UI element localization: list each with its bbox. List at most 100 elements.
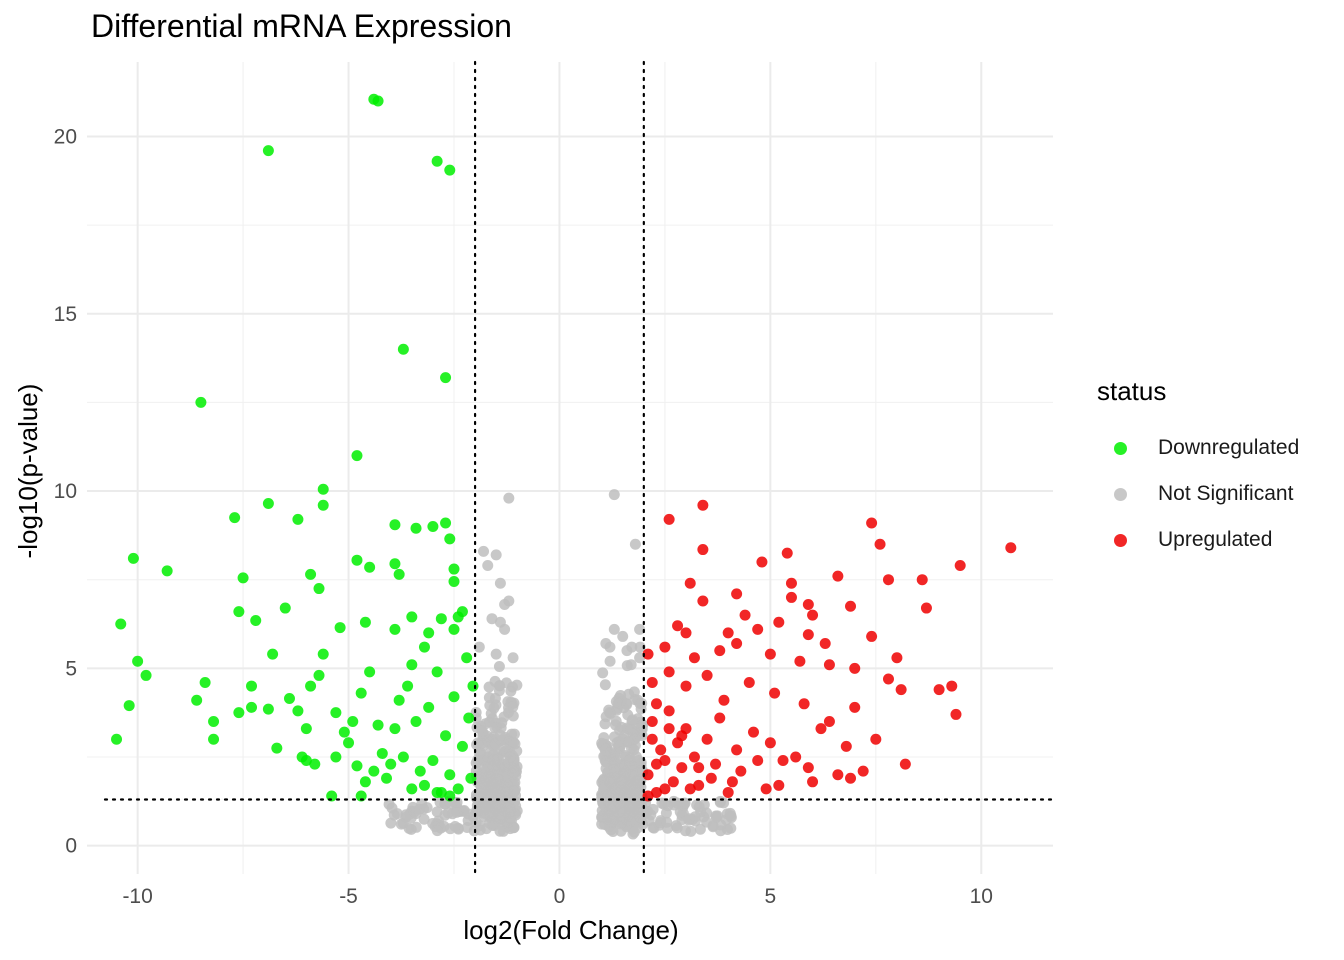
data-point-downregulated — [423, 701, 435, 713]
data-point-upregulated — [764, 648, 776, 660]
data-point-not-significant — [442, 807, 454, 819]
data-point-upregulated — [857, 765, 869, 777]
data-point-not-significant — [476, 780, 488, 792]
data-point-not-significant — [604, 707, 616, 719]
data-point-upregulated — [672, 620, 684, 632]
data-point-not-significant — [632, 803, 644, 815]
data-point-downregulated — [309, 758, 321, 770]
data-point-upregulated — [764, 737, 776, 749]
data-point-upregulated — [667, 776, 679, 788]
data-point-upregulated — [802, 762, 814, 774]
data-point-downregulated — [351, 450, 363, 462]
data-point-upregulated — [718, 694, 730, 706]
data-point-not-significant — [473, 747, 485, 759]
data-point-upregulated — [1005, 542, 1017, 554]
x-axis-title: log2(Fold Change) — [463, 915, 678, 945]
data-point-not-significant — [710, 810, 722, 822]
x-tick-label: -5 — [339, 885, 358, 908]
data-point-downregulated — [347, 716, 359, 728]
data-point-downregulated — [317, 483, 329, 495]
data-point-not-significant — [683, 813, 695, 825]
data-point-downregulated — [456, 606, 468, 618]
data-point-not-significant — [451, 806, 463, 818]
data-point-upregulated — [769, 687, 781, 699]
data-point-downregulated — [195, 396, 207, 408]
data-point-not-significant — [511, 679, 523, 691]
y-tick-label: 15 — [54, 303, 77, 326]
legend: status Downregulated Not Significant Upr… — [1097, 376, 1299, 563]
data-point-downregulated — [402, 680, 414, 692]
data-point-not-significant — [410, 821, 422, 833]
data-point-not-significant — [598, 784, 610, 796]
data-point-not-significant — [604, 655, 616, 667]
data-point-not-significant — [493, 753, 505, 765]
data-point-downregulated — [237, 572, 249, 584]
data-point-downregulated — [427, 521, 439, 533]
data-point-upregulated — [819, 638, 831, 650]
data-point-downregulated — [300, 723, 312, 735]
data-point-not-significant — [610, 715, 622, 727]
data-point-not-significant — [599, 744, 611, 756]
data-point-downregulated — [330, 751, 342, 763]
data-point-not-significant — [626, 714, 638, 726]
data-point-upregulated — [870, 733, 882, 745]
data-point-not-significant — [634, 623, 646, 635]
data-point-not-significant — [636, 698, 648, 710]
data-point-upregulated — [781, 547, 793, 559]
data-point-not-significant — [386, 802, 398, 814]
data-point-downregulated — [305, 680, 317, 692]
data-point-downregulated — [283, 692, 295, 704]
data-point-not-significant — [486, 713, 498, 725]
data-point-downregulated — [161, 565, 173, 577]
data-point-upregulated — [845, 772, 857, 784]
data-point-downregulated — [418, 779, 430, 791]
data-point-upregulated — [743, 677, 755, 689]
data-point-downregulated — [355, 790, 367, 802]
data-point-not-significant — [615, 816, 627, 828]
data-point-not-significant — [492, 790, 504, 802]
data-point-not-significant — [493, 660, 505, 672]
data-point-downregulated — [262, 145, 274, 157]
legend-item-downregulated: Downregulated — [1097, 425, 1299, 471]
data-point-not-significant — [645, 809, 657, 821]
data-point-downregulated — [368, 765, 380, 777]
data-point-downregulated — [271, 742, 283, 754]
legend-title: status — [1097, 376, 1167, 406]
data-point-not-significant — [724, 807, 736, 819]
data-point-not-significant — [629, 538, 641, 550]
data-point-not-significant — [421, 802, 433, 814]
data-point-not-significant — [471, 739, 483, 751]
y-tick-label: 10 — [54, 480, 77, 503]
data-point-upregulated — [874, 538, 886, 550]
data-point-upregulated — [773, 616, 785, 628]
data-point-not-significant — [628, 826, 640, 838]
data-point-upregulated — [899, 758, 911, 770]
tick-labels: -10 -5 0 5 10 0 5 10 15 20 — [54, 125, 993, 908]
data-point-upregulated — [849, 662, 861, 674]
data-point-downregulated — [208, 733, 220, 745]
data-point-downregulated — [355, 687, 367, 699]
data-point-downregulated — [364, 561, 376, 573]
x-tick-label: 5 — [765, 885, 777, 908]
data-point-downregulated — [418, 641, 430, 653]
data-point-upregulated — [659, 783, 671, 795]
data-point-not-significant — [500, 677, 512, 689]
data-point-downregulated — [351, 554, 363, 566]
data-point-downregulated — [140, 669, 152, 681]
data-point-upregulated — [646, 733, 658, 745]
data-point-downregulated — [229, 512, 241, 524]
data-point-upregulated — [659, 641, 671, 653]
data-point-upregulated — [752, 623, 764, 635]
not-significant-point-cloud — [383, 641, 737, 840]
data-point-not-significant — [625, 659, 637, 671]
data-point-upregulated — [823, 716, 835, 728]
data-point-not-significant — [499, 599, 511, 611]
data-point-not-significant — [508, 728, 520, 740]
data-point-not-significant — [395, 818, 407, 830]
data-point-upregulated — [798, 698, 810, 710]
data-point-upregulated — [866, 630, 878, 642]
data-point-upregulated — [785, 577, 797, 589]
data-point-not-significant — [486, 613, 498, 625]
data-point-upregulated — [735, 765, 747, 777]
data-point-upregulated — [756, 556, 768, 568]
